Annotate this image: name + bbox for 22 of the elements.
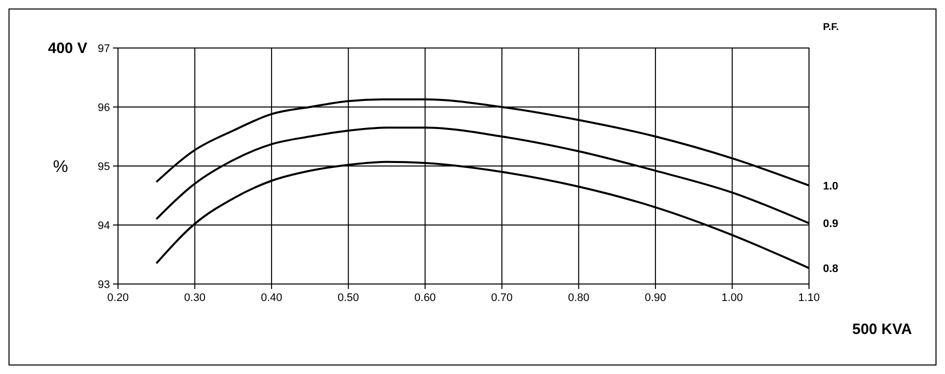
x-tick-label: 0.40 (260, 292, 282, 304)
y-axis-title: % (53, 157, 68, 176)
y-tick-label: 97 (98, 43, 110, 55)
series-label: 1.0 (823, 180, 838, 192)
series-label: 0.8 (823, 263, 838, 276)
chart-title: 400 V (48, 40, 88, 57)
x-tick-label: 1.10 (798, 292, 820, 304)
x-tick-label: 0.90 (644, 292, 666, 304)
y-tick-label: 95 (98, 161, 110, 173)
y-tick-label: 93 (98, 279, 110, 291)
x-tick-label: 0.30 (184, 292, 206, 304)
x-axis-title: 500 KVA (852, 321, 912, 338)
y-tick-label: 94 (98, 220, 110, 232)
x-tick-label: 0.60 (414, 292, 436, 304)
x-tick-label: 1.00 (722, 292, 743, 304)
x-tick-label: 0.20 (107, 292, 129, 304)
legend-title: P.F. (823, 22, 840, 33)
y-tick-label: 96 (98, 102, 110, 114)
x-tick-label: 0.70 (491, 292, 513, 304)
series-label: 0.9 (823, 218, 838, 230)
x-tick-label: 0.50 (338, 292, 360, 304)
x-tick-label: 0.80 (568, 292, 590, 304)
